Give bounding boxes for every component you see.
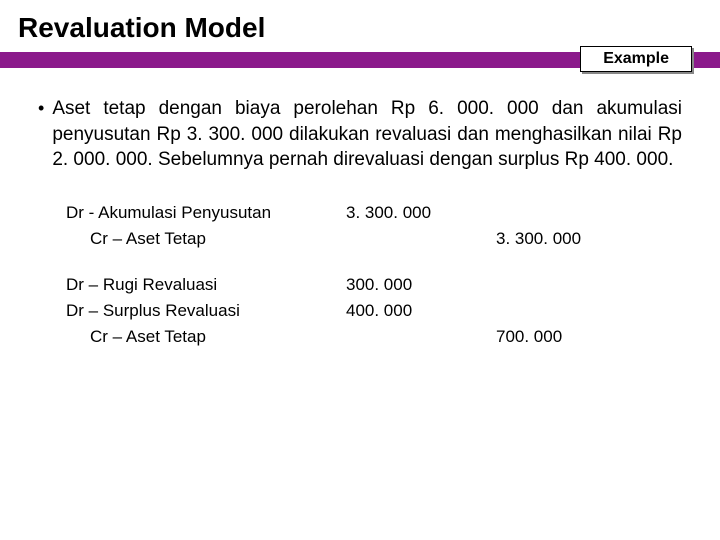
page-title: Revaluation Model <box>0 0 720 52</box>
journal-credit <box>496 275 646 295</box>
journal-gap <box>66 255 682 275</box>
journal-debit <box>346 327 496 347</box>
journal-row: Dr – Surplus Revaluasi 400. 000 <box>66 301 682 321</box>
journal-desc: Dr – Surplus Revaluasi <box>66 301 346 321</box>
bullet-dot: • <box>38 96 44 121</box>
journal-debit: 3. 300. 000 <box>346 203 496 223</box>
journal-credit: 700. 000 <box>496 327 646 347</box>
journal-credit <box>496 203 646 223</box>
journal-debit <box>346 229 496 249</box>
bullet-paragraph: • Aset tetap dengan biaya perolehan Rp 6… <box>38 96 682 173</box>
journal-row: Dr - Akumulasi Penyusutan 3. 300. 000 <box>66 203 682 223</box>
journal-entries: Dr - Akumulasi Penyusutan 3. 300. 000 Cr… <box>38 203 682 347</box>
journal-row: Cr – Aset Tetap 3. 300. 000 <box>66 229 682 249</box>
journal-desc: Cr – Aset Tetap <box>66 229 346 249</box>
header-bar: Example <box>0 52 720 68</box>
journal-credit <box>496 301 646 321</box>
journal-debit: 400. 000 <box>346 301 496 321</box>
journal-row: Cr – Aset Tetap 700. 000 <box>66 327 682 347</box>
journal-debit: 300. 000 <box>346 275 496 295</box>
example-badge: Example <box>580 46 692 72</box>
paragraph-text: Aset tetap dengan biaya perolehan Rp 6. … <box>52 96 682 173</box>
content-area: • Aset tetap dengan biaya perolehan Rp 6… <box>0 68 720 347</box>
journal-row: Dr – Rugi Revaluasi 300. 000 <box>66 275 682 295</box>
journal-desc: Dr – Rugi Revaluasi <box>66 275 346 295</box>
journal-desc: Dr - Akumulasi Penyusutan <box>66 203 346 223</box>
journal-desc: Cr – Aset Tetap <box>66 327 346 347</box>
journal-credit: 3. 300. 000 <box>496 229 646 249</box>
